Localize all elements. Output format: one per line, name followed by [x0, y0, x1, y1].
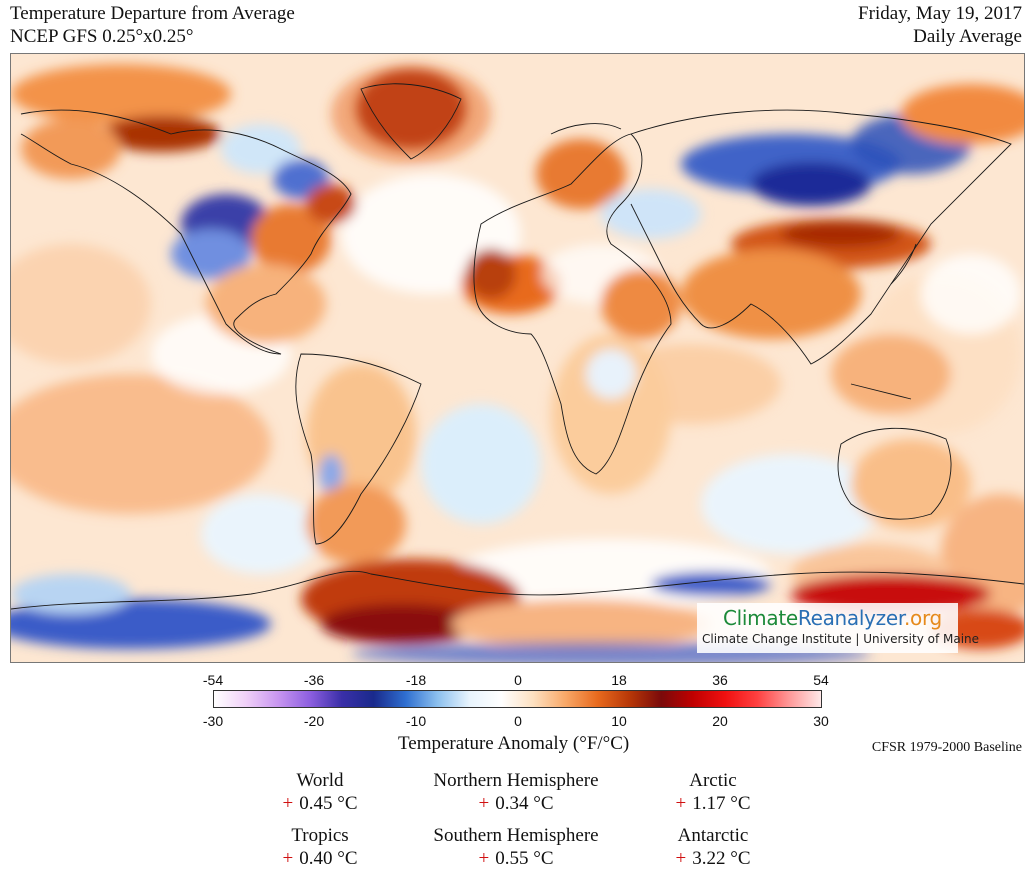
map-canvas — [11, 54, 1024, 662]
celsius-tick: 30 — [813, 713, 829, 729]
coastlines — [11, 83, 1024, 610]
celsius-tick: -20 — [303, 713, 325, 729]
stat-number: 0.45 °C — [299, 793, 358, 814]
stat-value-antarctic: +3.22 °C — [613, 848, 813, 870]
stat-number: 1.17 °C — [692, 793, 751, 814]
stat-name-tropics: Tropics — [291, 825, 349, 846]
stat-name-arctic: Arctic — [689, 770, 737, 791]
celsius-tick: 0 — [514, 713, 522, 729]
stat-value-tropics: +0.40 °C — [220, 848, 420, 870]
celsius-tick: -30 — [202, 713, 224, 729]
celsius-tick: 10 — [611, 713, 627, 729]
temperature-colorbar — [213, 690, 822, 708]
stat-name-antarctic: Antarctic — [677, 825, 749, 846]
stat-name-world: World — [296, 770, 344, 791]
anomaly-field — [11, 64, 1024, 662]
logo-part-org: .org — [903, 606, 942, 630]
celsius-tick: 20 — [712, 713, 728, 729]
stat-number: 0.40 °C — [299, 848, 358, 869]
anomaly-map[interactable] — [10, 53, 1025, 663]
anomaly-units-label: Temperature Anomaly (°F/°C) — [398, 733, 630, 754]
stat-value-world: +0.45 °C — [220, 793, 420, 815]
fahrenheit-tick: 18 — [611, 672, 627, 688]
stat-value-southern-hemisphere: +0.55 °C — [416, 848, 616, 870]
celsius-tick: -10 — [405, 713, 427, 729]
positive-sign: + — [282, 848, 294, 869]
map-title: Temperature Departure from Average — [10, 3, 295, 24]
model-subtitle: NCEP GFS 0.25°x0.25° — [10, 26, 194, 47]
averaging-period: Daily Average — [913, 26, 1022, 47]
baseline-label: CFSR 1979-2000 Baseline — [871, 740, 1022, 755]
fahrenheit-tick: -54 — [202, 672, 224, 688]
logo-subtitle: Climate Change Institute | University of… — [702, 632, 980, 646]
positive-sign: + — [478, 793, 490, 814]
fahrenheit-tick: 36 — [712, 672, 728, 688]
positive-sign: + — [675, 848, 687, 869]
fahrenheit-tick: 54 — [813, 672, 829, 688]
stat-number: 0.55 °C — [495, 848, 554, 869]
fahrenheit-tick: -36 — [303, 672, 325, 688]
fahrenheit-tick: 0 — [514, 672, 522, 688]
positive-sign: + — [675, 793, 687, 814]
fahrenheit-tick: -18 — [405, 672, 427, 688]
stat-name-northern-hemisphere: Northern Hemisphere — [433, 770, 599, 791]
map-date: Friday, May 19, 2017 — [858, 3, 1022, 24]
stat-number: 3.22 °C — [692, 848, 751, 869]
title-block: Temperature Departure from Average NCEP … — [10, 2, 295, 48]
stat-name-southern-hemisphere: Southern Hemisphere — [433, 825, 599, 846]
stat-value-arctic: +1.17 °C — [613, 793, 813, 815]
stat-value-northern-hemisphere: +0.34 °C — [416, 793, 616, 815]
positive-sign: + — [478, 848, 490, 869]
positive-sign: + — [282, 793, 294, 814]
logo-part-climate: Climate — [723, 606, 798, 630]
stat-number: 0.34 °C — [495, 793, 554, 814]
logo-backdrop — [697, 603, 958, 653]
logo-part-reanalyzer: Reanalyzer — [797, 606, 904, 630]
date-block: Friday, May 19, 2017 Daily Average — [858, 2, 1022, 48]
climate-reanalyzer-logo[interactable]: ClimateReanalyzer.org — [723, 606, 942, 630]
